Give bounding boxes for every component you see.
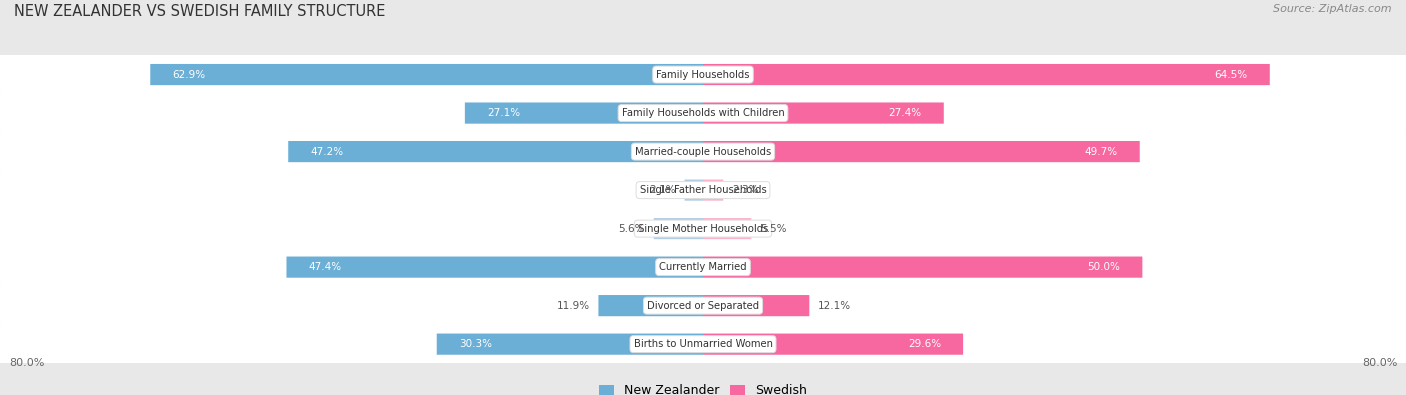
Text: 27.1%: 27.1% [486, 108, 520, 118]
FancyBboxPatch shape [0, 40, 1406, 109]
Text: Family Households with Children: Family Households with Children [621, 108, 785, 118]
FancyBboxPatch shape [703, 179, 723, 201]
FancyBboxPatch shape [0, 310, 1406, 378]
FancyBboxPatch shape [0, 194, 1406, 263]
FancyBboxPatch shape [703, 295, 810, 316]
Text: Births to Unmarried Women: Births to Unmarried Women [634, 339, 772, 349]
Text: 50.0%: 50.0% [1087, 262, 1121, 272]
FancyBboxPatch shape [703, 218, 751, 239]
Text: 5.5%: 5.5% [761, 224, 786, 233]
FancyBboxPatch shape [0, 271, 1406, 340]
FancyBboxPatch shape [654, 218, 703, 239]
FancyBboxPatch shape [703, 141, 1140, 162]
FancyBboxPatch shape [703, 333, 963, 355]
Text: 49.7%: 49.7% [1084, 147, 1118, 156]
Text: 2.1%: 2.1% [650, 185, 676, 195]
Text: 47.2%: 47.2% [311, 147, 343, 156]
Text: 64.5%: 64.5% [1215, 70, 1249, 79]
Text: NEW ZEALANDER VS SWEDISH FAMILY STRUCTURE: NEW ZEALANDER VS SWEDISH FAMILY STRUCTUR… [14, 4, 385, 19]
Text: 62.9%: 62.9% [173, 70, 205, 79]
FancyBboxPatch shape [703, 102, 943, 124]
FancyBboxPatch shape [0, 233, 1406, 301]
Text: 80.0%: 80.0% [1362, 357, 1398, 368]
Text: 5.6%: 5.6% [619, 224, 645, 233]
FancyBboxPatch shape [465, 102, 703, 124]
FancyBboxPatch shape [703, 64, 1270, 85]
Legend: New Zealander, Swedish: New Zealander, Swedish [599, 384, 807, 395]
FancyBboxPatch shape [0, 156, 1406, 224]
Text: 30.3%: 30.3% [458, 339, 492, 349]
Text: Single Father Households: Single Father Households [640, 185, 766, 195]
FancyBboxPatch shape [288, 141, 703, 162]
FancyBboxPatch shape [0, 117, 1406, 186]
Text: Single Mother Households: Single Mother Households [638, 224, 768, 233]
FancyBboxPatch shape [437, 333, 703, 355]
FancyBboxPatch shape [685, 179, 703, 201]
Text: 80.0%: 80.0% [8, 357, 44, 368]
Text: 11.9%: 11.9% [557, 301, 589, 310]
FancyBboxPatch shape [287, 256, 703, 278]
FancyBboxPatch shape [599, 295, 703, 316]
FancyBboxPatch shape [703, 256, 1142, 278]
Text: 2.3%: 2.3% [733, 185, 758, 195]
FancyBboxPatch shape [150, 64, 703, 85]
Text: Family Households: Family Households [657, 70, 749, 79]
Text: 29.6%: 29.6% [908, 339, 941, 349]
Text: Married-couple Households: Married-couple Households [636, 147, 770, 156]
Text: 12.1%: 12.1% [818, 301, 851, 310]
Text: Currently Married: Currently Married [659, 262, 747, 272]
Text: Divorced or Separated: Divorced or Separated [647, 301, 759, 310]
Text: Source: ZipAtlas.com: Source: ZipAtlas.com [1274, 4, 1392, 14]
Text: 27.4%: 27.4% [889, 108, 922, 118]
FancyBboxPatch shape [0, 79, 1406, 147]
Text: 47.4%: 47.4% [308, 262, 342, 272]
